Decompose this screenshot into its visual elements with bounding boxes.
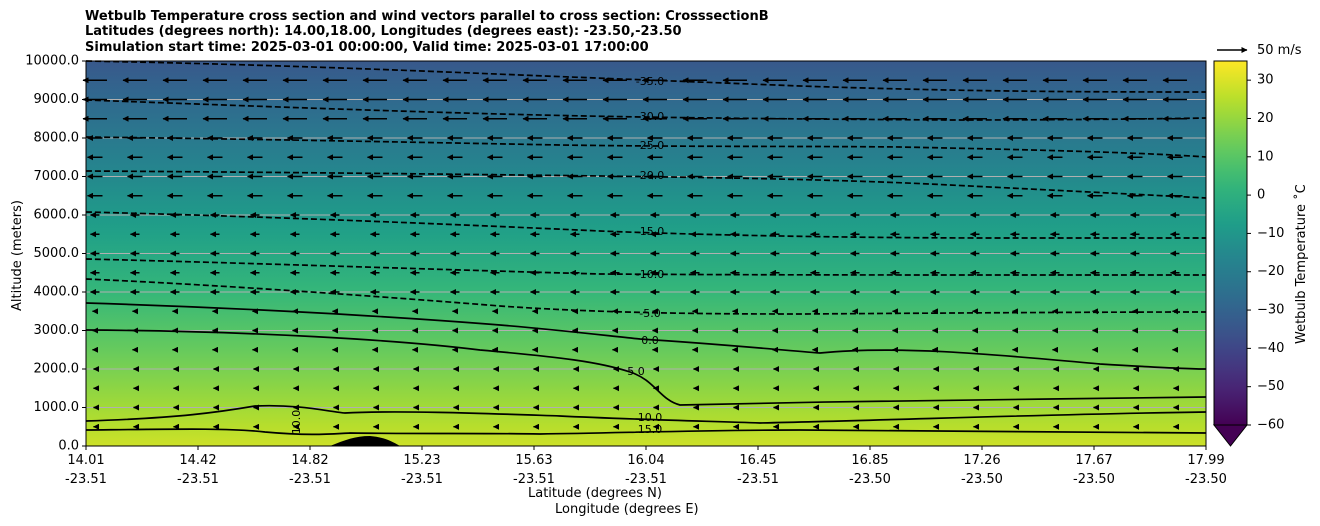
y-tick-label: 7000.0	[34, 169, 80, 184]
x-tick-label-lon: -23.50	[849, 472, 891, 487]
colorbar-extend-min	[1212, 424, 1249, 447]
x-tick-label-lon: -23.51	[737, 472, 779, 487]
terrain	[330, 436, 400, 446]
colorbar-tick-label: −50	[1257, 379, 1284, 394]
x-tick-label-lat: 16.04	[627, 453, 664, 468]
x-tick-label-lat: 17.67	[1075, 453, 1112, 468]
x-tick-label-lat: 14.82	[291, 453, 328, 468]
contour-label: -25.0	[636, 139, 664, 152]
contour-label: 5.0	[627, 365, 645, 378]
x-tick-label-lat: 17.99	[1187, 453, 1224, 468]
colorbar	[1213, 60, 1248, 426]
y-tick-label: 5000.0	[34, 246, 80, 261]
x-tick-label-lon: -23.51	[177, 472, 219, 487]
x-tick-label-lon: -23.51	[625, 472, 667, 487]
x-axis-label-lat: Latitude (degrees N)	[528, 486, 662, 501]
contour-label: -30.0	[636, 110, 664, 123]
x-tick-label-lat: 14.01	[67, 453, 104, 468]
y-tick-label: 3000.0	[34, 323, 80, 338]
x-tick-label-lon: -23.51	[289, 472, 331, 487]
colorbar-tick-label: −10	[1257, 226, 1284, 241]
colorbar-tick-label: 20	[1257, 111, 1274, 126]
colorbar-tick-label: 30	[1257, 73, 1274, 88]
x-tick-label-lon: -23.51	[513, 472, 555, 487]
y-tick-label: 8000.0	[34, 131, 80, 146]
contour-line	[85, 428, 1207, 436]
colorbar-tick-label: −60	[1257, 418, 1284, 433]
colorbar-label: Wetbulb Temperature ˚C	[1294, 184, 1309, 344]
y-tick-label: 2000.0	[34, 362, 80, 377]
y-tick-label: 6000.0	[34, 208, 80, 223]
y-axis-label: Altitude (meters)	[10, 200, 25, 311]
contour-line	[85, 302, 1207, 370]
x-tick-label-lat: 15.63	[515, 453, 552, 468]
chart-title-line-3: Simulation start time: 2025-03-01 00:00:…	[85, 40, 649, 55]
colorbar-tick-label: 10	[1257, 149, 1274, 164]
chart-title-line-2: Latitudes (degrees north): 14.00,18.00, …	[85, 24, 682, 39]
y-tick-label: 4000.0	[34, 285, 80, 300]
colorbar-tick-label: −40	[1257, 341, 1284, 356]
y-tick-label: 10000.0	[25, 54, 79, 69]
contour-line	[85, 278, 1207, 315]
x-tick-label-lat: 16.45	[739, 453, 776, 468]
wind-key-label: 50 m/s	[1257, 43, 1302, 58]
contour-line	[85, 60, 1207, 93]
contour-line	[85, 170, 1207, 199]
y-tick-label: 9000.0	[34, 92, 80, 107]
x-tick-label-lon: -23.50	[1185, 472, 1227, 487]
contour-label: 0.0	[641, 334, 659, 347]
contour-label: -20.0	[636, 169, 664, 182]
contour-label: 10.0	[638, 411, 663, 424]
x-tick-label-lon: -23.51	[401, 472, 443, 487]
x-tick-label-lon: -23.51	[65, 472, 107, 487]
x-tick-label-lat: 17.26	[963, 453, 1000, 468]
x-tick-label-lat: 16.85	[851, 453, 888, 468]
chart-title-line-1: Wetbulb Temperature cross section and wi…	[85, 9, 769, 24]
contour-line	[85, 136, 1207, 158]
contour-label: -10.0	[636, 268, 664, 281]
contour-label: -15.0	[636, 225, 664, 238]
colorbar-tick-label: −20	[1257, 264, 1284, 279]
x-axis-label-lon: Longitude (degrees E)	[555, 502, 699, 517]
colorbar-tick-label: 0	[1257, 188, 1265, 203]
contour-label: 10.0	[290, 410, 303, 435]
x-tick-label-lat: 14.42	[179, 453, 216, 468]
contour-line	[85, 404, 1207, 424]
colorbar-tick-label: −30	[1257, 303, 1284, 318]
x-tick-label-lon: -23.50	[961, 472, 1003, 487]
contour-label: -5.0	[639, 307, 660, 320]
contour-label: 15.0	[638, 423, 663, 436]
x-tick-label-lon: -23.50	[1073, 472, 1115, 487]
contour-line	[85, 258, 1206, 276]
x-tick-label-lat: 15.23	[403, 453, 440, 468]
y-tick-label: 1000.0	[34, 400, 80, 415]
contour-label: -35.0	[636, 75, 664, 88]
y-tick-label: 0.0	[58, 439, 79, 454]
